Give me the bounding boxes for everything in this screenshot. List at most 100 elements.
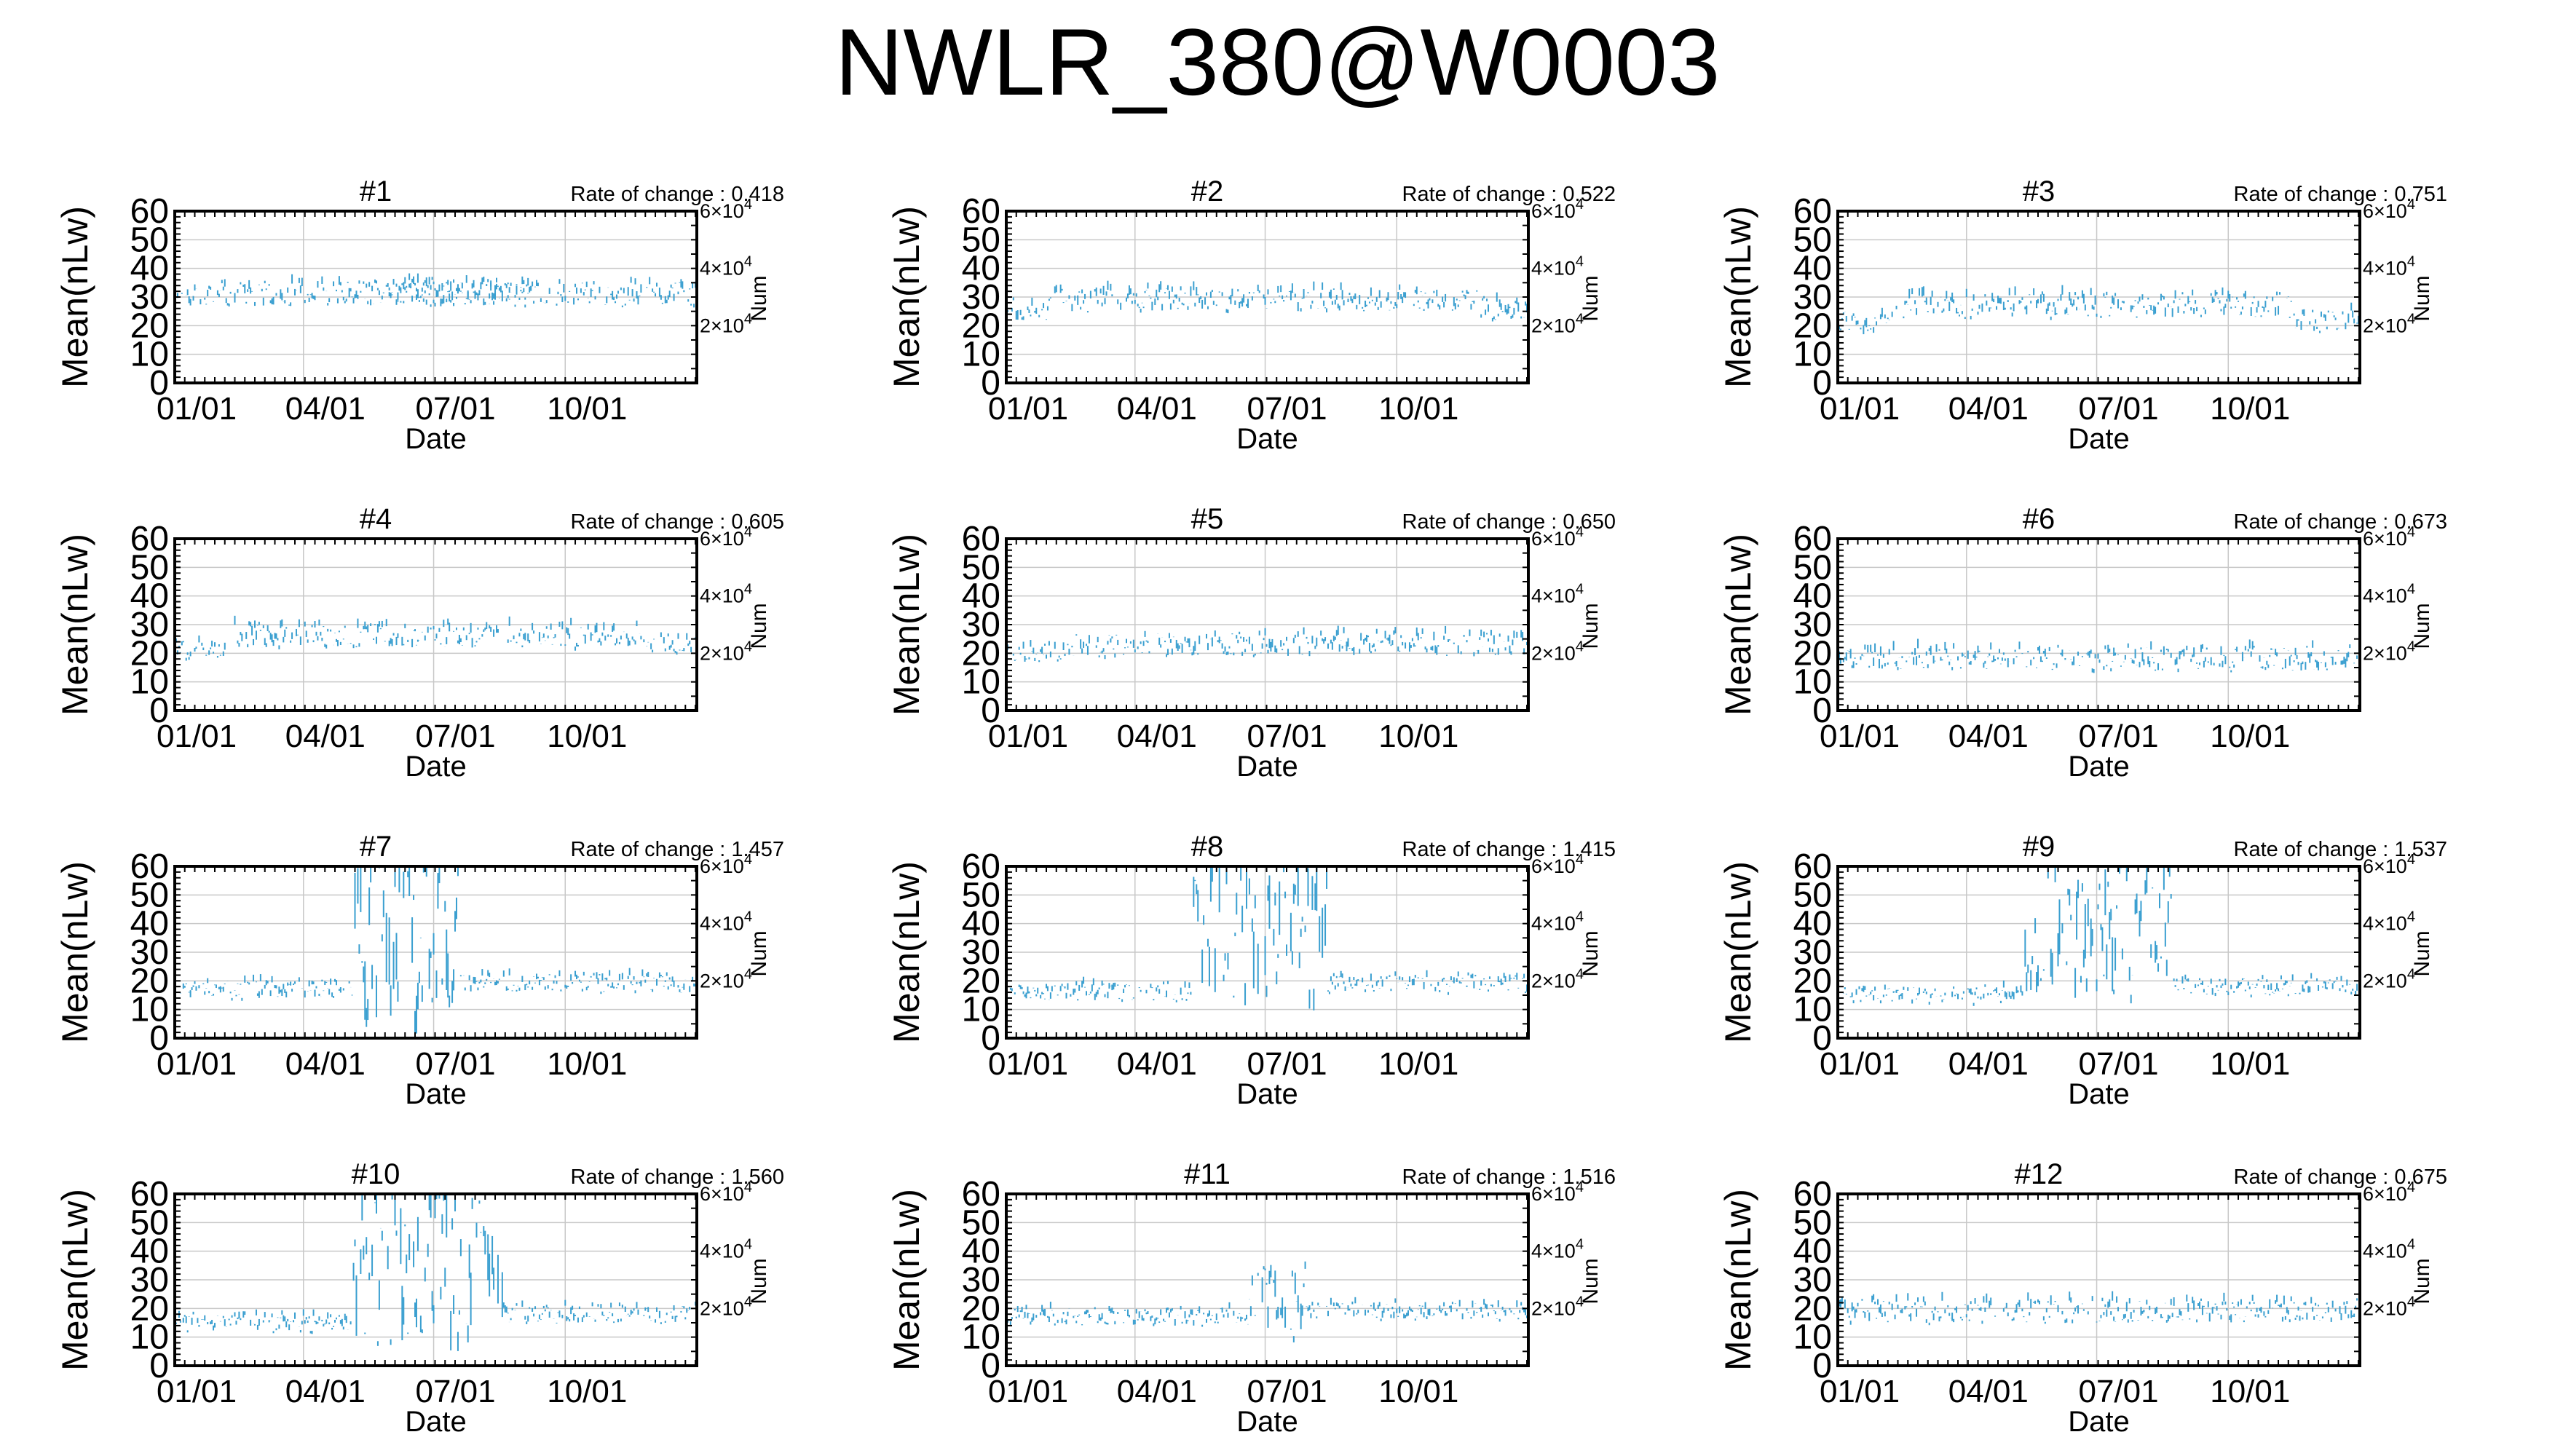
panel-title: #10	[352, 1158, 400, 1190]
y-tick-label: 0	[981, 1019, 1000, 1058]
y-tick-label: 10	[130, 991, 169, 1029]
x-tick-label: 07/01	[415, 1046, 495, 1082]
y-tick-label: 50	[1793, 221, 1832, 259]
y-tick-label: 10	[1793, 663, 1832, 702]
x-tick-label: 04/01	[285, 391, 366, 427]
y2-tick-label: 6×104	[700, 1179, 752, 1205]
x-tick-label: 10/01	[547, 391, 627, 427]
y-tick-label: 30	[1793, 606, 1832, 644]
y-axis-label: Mean(nLw)	[886, 861, 927, 1043]
x-axis-label: Date	[405, 1406, 467, 1438]
y2-tick-label: 2×104	[2363, 638, 2415, 664]
rate-of-change: Rate of change : 0.650	[1402, 510, 1616, 534]
y-tick-label: 0	[981, 692, 1000, 730]
x-tick-label: 07/01	[415, 1374, 495, 1409]
x-tick-label: 04/01	[1117, 719, 1197, 754]
y-axis-label: Mean(nLw)	[55, 534, 95, 716]
x-tick-label: 04/01	[285, 1046, 366, 1082]
panel-title: #8	[1191, 831, 1224, 863]
data-series	[1837, 866, 2358, 1006]
y-tick-label: 30	[1793, 278, 1832, 317]
x-tick-label: 10/01	[1378, 1046, 1458, 1082]
rate-of-change: Rate of change : 1.537	[2234, 838, 2447, 861]
x-axis-label: Date	[405, 1078, 467, 1110]
chart-panel: 01/01 04/01 07/01 10/0101020304050602×1044×…	[886, 503, 1616, 783]
x-tick-label: 07/01	[415, 719, 495, 754]
y-tick-label: 30	[130, 933, 169, 972]
y-axis-label: Mean(nLw)	[886, 534, 927, 716]
x-tick-label: 07/01	[1247, 1046, 1327, 1082]
chart-panel: 01/01 04/01 07/01 10/0101020304050602×1044×…	[1718, 831, 2447, 1110]
y-tick-label: 20	[130, 634, 169, 673]
y-axis-label: Mean(nLw)	[1718, 861, 1758, 1043]
data-series	[1837, 285, 2360, 335]
y2-tick-label: 6×104	[1531, 524, 1584, 550]
y-tick-label: 60	[962, 520, 1000, 558]
x-tick-label: 01/01	[988, 1046, 1068, 1082]
data-series	[174, 866, 697, 1038]
x-tick-label: 01/01	[1820, 1046, 1900, 1082]
x-axis-label: Date	[1236, 423, 1298, 455]
rate-of-change: Rate of change : 0.605	[571, 510, 784, 534]
chart-panel: 01/01 04/01 07/01 10/0101020304050602×1044×…	[55, 831, 784, 1110]
y2-tick-label: 6×104	[2363, 197, 2415, 222]
y2-tick-label: 4×104	[1531, 254, 1584, 280]
y2-tick-label: 6×104	[700, 852, 752, 877]
panel-title: #1	[360, 175, 392, 207]
panel-title: #7	[360, 831, 392, 863]
x-tick-label: 01/01	[1820, 391, 1900, 427]
y-tick-label: 0	[1812, 1019, 1832, 1058]
rate-of-change: Rate of change : 1.560	[571, 1166, 784, 1189]
y2-tick-label: 6×104	[2363, 524, 2415, 550]
rate-of-change: Rate of change : 0.751	[2234, 183, 2447, 206]
x-axis-label: Date	[405, 751, 467, 783]
panel-title: #3	[2023, 175, 2056, 207]
y2-axis-label: Num	[747, 930, 771, 976]
x-tick-label: 10/01	[1378, 719, 1458, 754]
x-axis-label: Date	[2068, 751, 2130, 783]
y2-axis-label: Num	[2410, 930, 2434, 976]
rate-of-change: Rate of change : 1.415	[1402, 838, 1616, 861]
y2-tick-label: 4×104	[700, 254, 752, 280]
chart-panel: 01/01 04/01 07/01 10/0101020304050602×1044×…	[886, 1158, 1616, 1438]
y-tick-label: 50	[130, 876, 169, 914]
y-axis-label: Mean(nLw)	[1718, 534, 1758, 716]
y-tick-label: 0	[1812, 692, 1832, 730]
y2-tick-label: 2×104	[700, 311, 752, 336]
y-tick-label: 50	[962, 548, 1000, 587]
x-tick-label: 04/01	[285, 719, 366, 754]
figure-title: NWLR_380@W0003	[834, 9, 1721, 115]
panel-title: #4	[360, 503, 392, 535]
chart-panel: 01/01 04/01 07/01 10/0101020304050602×1044×…	[55, 503, 784, 783]
y-axis-label: Mean(nLw)	[55, 1189, 95, 1371]
y2-tick-label: 2×104	[700, 1294, 752, 1319]
data-series	[1006, 866, 1528, 1010]
y-tick-label: 50	[130, 548, 169, 587]
y-tick-label: 50	[1793, 876, 1832, 914]
y-tick-label: 10	[962, 663, 1000, 702]
rate-of-change: Rate of change : 1.457	[571, 838, 784, 861]
x-tick-label: 01/01	[157, 719, 237, 754]
panel-title: #6	[2023, 503, 2056, 535]
y2-tick-label: 2×104	[700, 966, 752, 992]
y-tick-label: 50	[130, 221, 169, 259]
y-tick-label: 30	[1793, 933, 1832, 972]
y-tick-label: 60	[962, 192, 1000, 231]
y-tick-label: 60	[1793, 520, 1832, 558]
x-tick-label: 10/01	[2210, 719, 2290, 754]
chart-panel: 01/01 04/01 07/01 10/0101020304050602×1044×…	[886, 831, 1616, 1110]
y2-tick-label: 4×104	[1531, 582, 1584, 607]
data-series	[1006, 280, 1528, 322]
y-tick-label: 30	[962, 933, 1000, 972]
y-tick-label: 20	[962, 306, 1000, 345]
x-tick-label: 04/01	[1948, 719, 2029, 754]
x-tick-label: 04/01	[1117, 391, 1197, 427]
y2-tick-label: 6×104	[1531, 197, 1584, 222]
y2-axis-label: Num	[1579, 275, 1603, 321]
y-tick-label: 10	[962, 991, 1000, 1029]
x-tick-label: 01/01	[157, 1046, 237, 1082]
y-tick-label: 40	[130, 1233, 169, 1271]
y2-tick-label: 2×104	[1531, 966, 1584, 992]
x-tick-label: 04/01	[1948, 391, 2029, 427]
y-tick-label: 40	[1793, 577, 1832, 616]
